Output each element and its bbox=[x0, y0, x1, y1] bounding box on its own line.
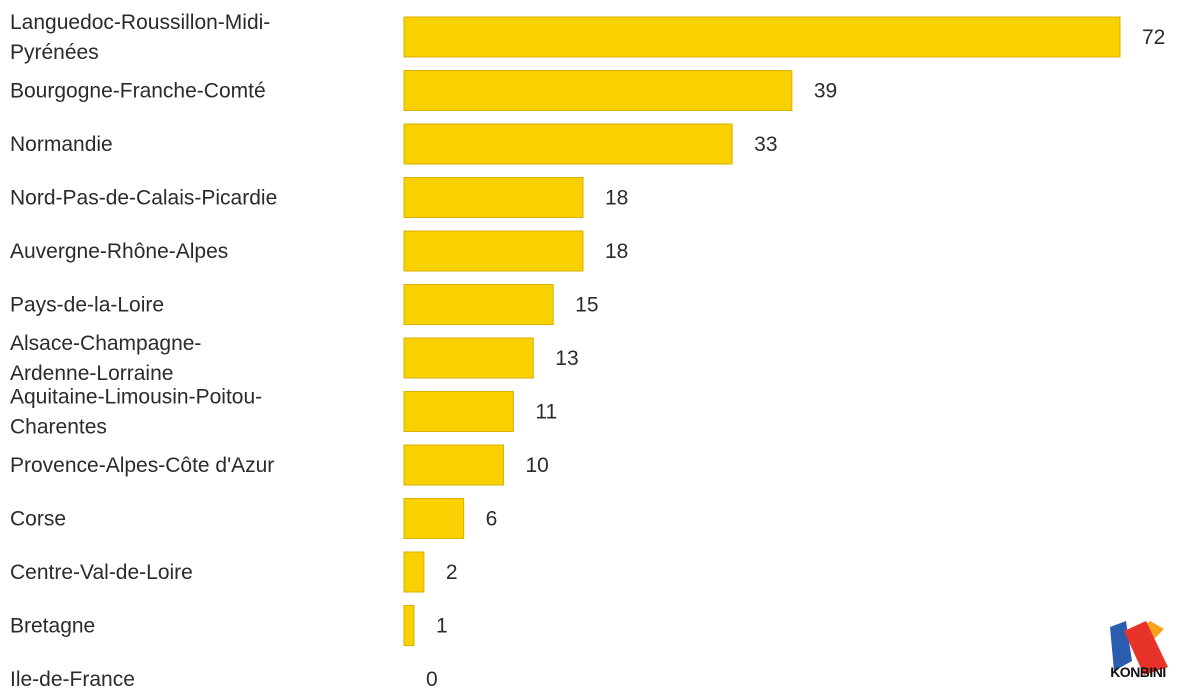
bar bbox=[403, 498, 465, 539]
bar bbox=[403, 391, 514, 432]
category-label: Nord-Pas-de-Calais-Picardie bbox=[10, 187, 277, 210]
value-label: 15 bbox=[575, 294, 598, 317]
value-label: 33 bbox=[754, 133, 777, 156]
category-label: Auvergne-Rhône-Alpes bbox=[10, 240, 228, 263]
value-label: 11 bbox=[535, 401, 557, 424]
bar bbox=[403, 605, 415, 646]
category-label: Languedoc-Roussillon-Midi-Pyrénées bbox=[10, 11, 270, 64]
category-label: Ile-de-France bbox=[10, 668, 135, 689]
bar bbox=[403, 551, 425, 593]
value-label: 13 bbox=[555, 347, 578, 370]
value-label: 0 bbox=[426, 668, 438, 689]
bar bbox=[403, 284, 554, 325]
value-label: 18 bbox=[605, 187, 628, 210]
bar bbox=[403, 16, 1121, 58]
value-label: 18 bbox=[605, 240, 628, 263]
value-label: 39 bbox=[814, 80, 837, 103]
category-label: Bourgogne-Franche-Comté bbox=[10, 80, 266, 103]
value-label: 10 bbox=[525, 454, 548, 477]
category-label: Alsace-Champagne-Ardenne-Lorraine bbox=[10, 332, 201, 385]
category-label: Provence-Alpes-Côte d'Azur bbox=[10, 454, 274, 477]
bar bbox=[403, 230, 584, 272]
value-label: 1 bbox=[436, 615, 448, 638]
bar bbox=[403, 337, 534, 379]
value-label: 72 bbox=[1142, 26, 1165, 49]
category-label: Normandie bbox=[10, 133, 113, 156]
bar bbox=[403, 70, 793, 111]
konbini-logo-icon bbox=[1110, 621, 1168, 675]
value-label: 6 bbox=[486, 508, 498, 531]
category-label: Aquitaine-Limousin-Poitou-Charentes bbox=[10, 386, 262, 439]
value-label: 2 bbox=[446, 561, 458, 584]
category-label: Pays-de-la-Loire bbox=[10, 294, 164, 317]
bar bbox=[403, 177, 584, 218]
bar bbox=[403, 123, 733, 165]
category-label: Corse bbox=[10, 508, 66, 531]
category-label: Centre-Val-de-Loire bbox=[10, 561, 193, 584]
category-label: Bretagne bbox=[10, 615, 95, 638]
bar bbox=[403, 444, 504, 486]
logo-wordmark: KONBINI bbox=[1110, 664, 1166, 680]
